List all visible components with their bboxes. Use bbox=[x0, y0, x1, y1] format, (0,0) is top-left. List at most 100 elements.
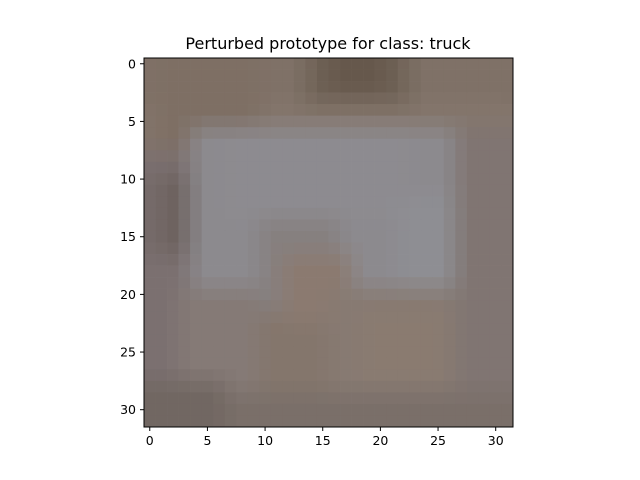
heatmap-cell bbox=[501, 254, 514, 266]
heatmap-cell bbox=[201, 58, 214, 70]
heatmap-cell bbox=[478, 242, 491, 255]
heatmap-cell bbox=[144, 58, 156, 70]
heatmap-cell bbox=[386, 138, 399, 151]
heatmap-cell bbox=[224, 392, 237, 405]
heatmap-cell bbox=[270, 242, 283, 255]
heatmap-cell bbox=[201, 369, 214, 382]
heatmap-cell bbox=[190, 403, 203, 416]
heatmap-cell bbox=[305, 150, 318, 163]
heatmap-cell bbox=[374, 127, 387, 140]
heatmap-cell bbox=[247, 104, 260, 117]
heatmap-cell bbox=[489, 415, 502, 428]
heatmap-cell bbox=[293, 150, 306, 163]
heatmap-cell bbox=[420, 207, 433, 220]
heatmap-cell bbox=[432, 242, 445, 255]
heatmap-cell bbox=[478, 369, 491, 382]
heatmap-cell bbox=[489, 219, 502, 232]
heatmap-cell bbox=[420, 288, 433, 301]
heatmap-cell bbox=[282, 311, 295, 324]
heatmap-cell bbox=[374, 265, 387, 278]
heatmap-cell bbox=[328, 184, 341, 197]
heatmap-cell bbox=[201, 323, 214, 336]
heatmap-cell bbox=[351, 392, 364, 405]
heatmap-cell bbox=[340, 254, 352, 266]
heatmap-cell bbox=[455, 207, 468, 220]
heatmap-cell bbox=[501, 138, 514, 151]
heatmap-cell bbox=[224, 403, 237, 416]
heatmap-cell bbox=[455, 311, 468, 324]
heatmap-cell bbox=[455, 150, 468, 163]
heatmap-cell bbox=[340, 300, 352, 313]
heatmap-cell bbox=[443, 92, 456, 105]
heatmap-cell bbox=[178, 334, 191, 347]
heatmap-cell bbox=[409, 127, 422, 140]
heatmap-cell bbox=[144, 334, 156, 347]
heatmap-cell bbox=[190, 150, 203, 163]
heatmap-cell bbox=[236, 300, 249, 313]
heatmap-cell bbox=[155, 115, 168, 128]
heatmap-cell bbox=[374, 81, 387, 93]
heatmap-cell bbox=[374, 380, 387, 393]
heatmap-cell bbox=[190, 323, 203, 336]
heatmap-cell bbox=[282, 184, 295, 197]
heatmap-cell bbox=[155, 277, 168, 289]
heatmap-cell bbox=[213, 207, 226, 220]
heatmap-cell bbox=[259, 173, 272, 186]
heatmap-cell bbox=[155, 311, 168, 324]
heatmap-cell bbox=[201, 403, 214, 416]
heatmap-cell bbox=[478, 173, 491, 186]
heatmap-cell bbox=[397, 415, 410, 428]
heatmap-cell bbox=[409, 288, 422, 301]
heatmap-cell bbox=[201, 219, 214, 232]
heatmap-cell bbox=[259, 357, 272, 370]
heatmap-cell bbox=[144, 357, 156, 370]
heatmap-cell bbox=[340, 127, 352, 140]
heatmap-cell bbox=[420, 138, 433, 151]
heatmap-cell bbox=[201, 242, 214, 255]
heatmap-cell bbox=[247, 196, 260, 209]
heatmap-cell bbox=[247, 300, 260, 313]
heatmap-cell bbox=[236, 92, 249, 105]
heatmap-cell bbox=[293, 219, 306, 232]
heatmap-cell bbox=[397, 115, 410, 128]
heatmap-cell bbox=[420, 346, 433, 359]
heatmap-cell bbox=[420, 58, 433, 70]
heatmap-cell bbox=[259, 161, 272, 174]
heatmap-cell bbox=[155, 254, 168, 266]
heatmap-cell bbox=[489, 288, 502, 301]
heatmap-cell bbox=[213, 323, 226, 336]
heatmap-cell bbox=[340, 219, 352, 232]
heatmap-cell bbox=[432, 92, 445, 105]
heatmap-cell bbox=[443, 184, 456, 197]
heatmap-cell bbox=[144, 138, 156, 151]
heatmap-cell bbox=[259, 242, 272, 255]
heatmap-cell bbox=[501, 392, 514, 405]
heatmap-cell bbox=[420, 92, 433, 105]
heatmap-cell bbox=[190, 265, 203, 278]
heatmap-cell bbox=[489, 392, 502, 405]
heatmap-cell bbox=[409, 415, 422, 428]
heatmap-cell bbox=[178, 265, 191, 278]
heatmap-cell bbox=[363, 254, 375, 266]
heatmap-cell bbox=[443, 150, 456, 163]
heatmap-cell bbox=[489, 69, 502, 82]
heatmap-cell bbox=[236, 323, 249, 336]
heatmap-cell bbox=[201, 415, 214, 428]
heatmap-cell bbox=[247, 346, 260, 359]
y-tick-label: 5 bbox=[128, 114, 136, 129]
heatmap-cell bbox=[190, 334, 203, 347]
heatmap-cell bbox=[270, 288, 283, 301]
heatmap-cell bbox=[213, 334, 226, 347]
heatmap-cell bbox=[213, 196, 226, 209]
heatmap-cell bbox=[455, 334, 468, 347]
heatmap-cell bbox=[224, 161, 237, 174]
heatmap-cell bbox=[478, 300, 491, 313]
heatmap-cell bbox=[305, 230, 318, 243]
heatmap-cell bbox=[259, 403, 272, 416]
heatmap-cell bbox=[224, 58, 237, 70]
heatmap-cell bbox=[501, 346, 514, 359]
heatmap-cell bbox=[409, 138, 422, 151]
heatmap-cell bbox=[213, 265, 226, 278]
heatmap-cell bbox=[351, 300, 364, 313]
heatmap-cell bbox=[328, 300, 341, 313]
